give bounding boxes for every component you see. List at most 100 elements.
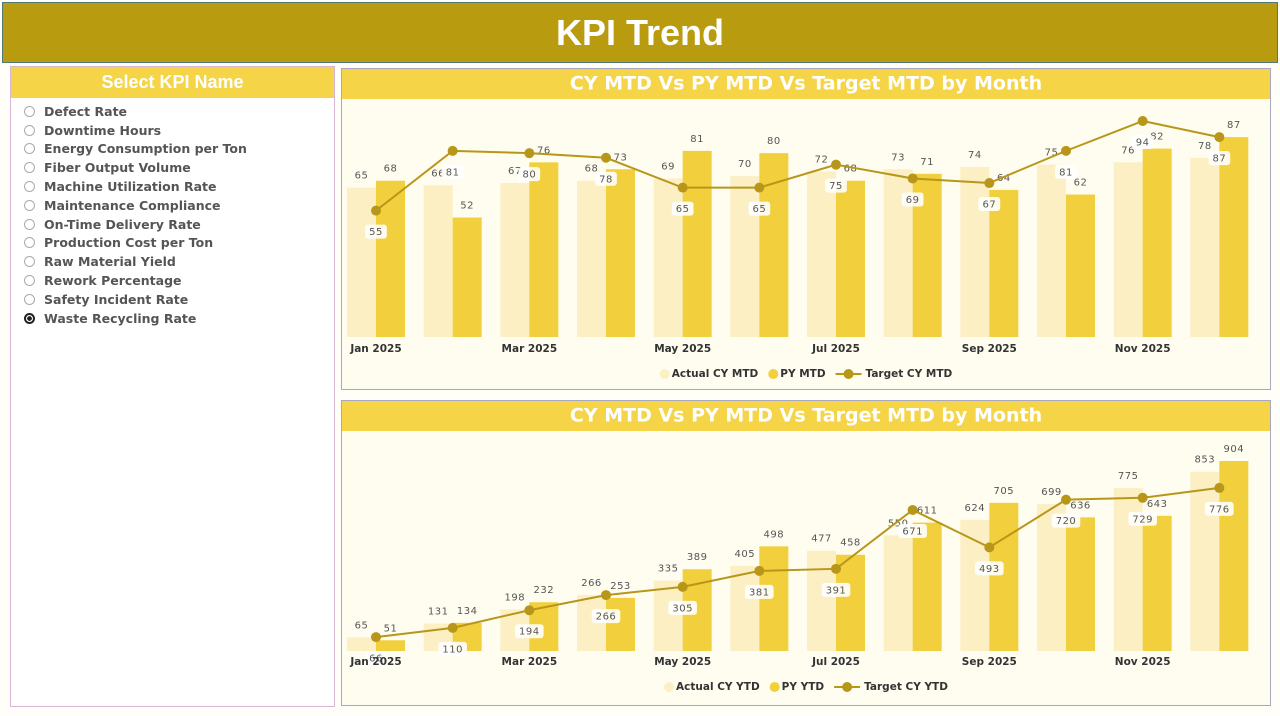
- x-tick-label: Sep 2025: [962, 343, 1017, 355]
- bar: [376, 180, 405, 337]
- bar: [1037, 504, 1066, 651]
- data-label: 729: [1132, 514, 1153, 525]
- slicer-option[interactable]: On-Time Delivery Rate: [11, 215, 334, 234]
- data-label-bg: [1055, 164, 1077, 179]
- legend-marker: [768, 369, 779, 379]
- data-label: 699: [1041, 487, 1062, 498]
- slicer-title: Select KPI Name: [11, 67, 334, 98]
- x-tick-label: Jan 2025: [349, 656, 401, 668]
- radio-button[interactable]: [24, 143, 35, 155]
- slicer-option[interactable]: Safety Incident Rate: [11, 290, 334, 309]
- bar: [1219, 461, 1249, 651]
- data-label: 131: [428, 606, 449, 617]
- x-tick-label: Jul 2025: [811, 656, 860, 668]
- data-label-bg: [518, 167, 541, 182]
- slicer-option[interactable]: Rework Percentage: [11, 271, 334, 290]
- x-tick-label: Mar 2025: [502, 343, 558, 355]
- data-label: 51: [384, 623, 398, 634]
- chart-title-bar: [342, 401, 1270, 431]
- radio-button[interactable]: [24, 275, 35, 287]
- legend-marker: [842, 682, 853, 692]
- radio-button[interactable]: [24, 218, 35, 230]
- slicer-option[interactable]: Machine Utilization Rate: [11, 177, 334, 196]
- data-label: 498: [764, 529, 785, 540]
- data-label: 458: [840, 538, 861, 549]
- data-label: 67: [982, 200, 996, 211]
- data-label: 611: [917, 506, 938, 517]
- data-label: 66: [431, 168, 445, 179]
- data-label: 720: [1056, 516, 1077, 527]
- data-label: 643: [1147, 499, 1168, 510]
- data-label-bg: [365, 651, 387, 666]
- slicer-option[interactable]: Waste Recycling Rate: [11, 309, 334, 328]
- target-point: [677, 182, 688, 193]
- slicer-option[interactable]: Fiber Output Volume: [11, 158, 334, 177]
- data-label: 253: [610, 581, 631, 592]
- bar: [1190, 471, 1220, 651]
- slicer-option[interactable]: Maintenance Compliance: [11, 196, 334, 215]
- target-point: [984, 178, 995, 189]
- data-label-bg: [1051, 513, 1081, 528]
- chart-title: CY MTD Vs PY MTD Vs Target MTD by Month: [570, 405, 1042, 427]
- data-label-bg: [898, 523, 927, 538]
- data-label: 391: [826, 585, 847, 596]
- slicer-options: Defect Rate Downtime Hours Energy Consumpt…: [11, 98, 334, 328]
- target-point: [1061, 145, 1071, 156]
- data-label-bg: [901, 192, 924, 207]
- bar: [1142, 515, 1172, 651]
- bar: [883, 535, 913, 651]
- target-point: [754, 182, 765, 193]
- bar: [912, 522, 942, 651]
- legend-marker: [659, 369, 670, 379]
- bar: [1113, 162, 1143, 337]
- target-point: [371, 632, 381, 643]
- slicer-option[interactable]: Raw Material Yield: [11, 252, 334, 271]
- data-label-bg: [671, 201, 694, 216]
- target-point: [1214, 132, 1225, 143]
- option-label: Maintenance Compliance: [44, 197, 221, 213]
- bar: [807, 171, 836, 337]
- data-label: 198: [505, 592, 526, 603]
- bar: [989, 189, 1019, 337]
- header-title: KPI Trend: [2, 2, 1278, 63]
- radio-button[interactable]: [24, 124, 35, 136]
- radio-button[interactable]: [24, 293, 35, 305]
- data-label: 65: [676, 204, 690, 215]
- radio-button[interactable]: [24, 162, 35, 174]
- radio-button[interactable]: [24, 181, 35, 193]
- data-label: 69: [906, 195, 920, 206]
- x-tick-label: Jul 2025: [811, 343, 860, 355]
- radio-button[interactable]: [24, 237, 35, 249]
- radio-button[interactable]: [24, 199, 35, 211]
- x-tick-label: Nov 2025: [1115, 343, 1171, 355]
- data-label: 65: [355, 620, 369, 631]
- radio-button[interactable]: [24, 312, 35, 324]
- data-label: 405: [735, 549, 756, 560]
- data-label: 493: [979, 564, 1000, 575]
- bar: [1142, 148, 1172, 337]
- data-label-bg: [1128, 511, 1157, 526]
- legend-label: PY YTD: [782, 681, 825, 693]
- radio-button[interactable]: [24, 256, 35, 268]
- radio-button[interactable]: [24, 105, 35, 117]
- data-label: 66: [369, 654, 383, 665]
- data-label-bg: [825, 178, 847, 193]
- data-label: 75: [829, 181, 843, 192]
- option-label: Fiber Output Volume: [44, 160, 191, 176]
- data-label: 776: [1209, 504, 1230, 515]
- data-label-bg: [975, 561, 1004, 576]
- data-label-bg: [591, 609, 621, 624]
- option-label: Downtime Hours: [44, 122, 162, 138]
- data-label: 232: [534, 585, 555, 596]
- bar: [730, 176, 760, 337]
- x-tick-label: May 2025: [654, 343, 711, 355]
- data-label: 69: [661, 161, 675, 172]
- slicer-option[interactable]: Production Cost per Ton: [11, 234, 334, 253]
- slicer-option[interactable]: Energy Consumption per Ton: [11, 140, 334, 159]
- data-label: 266: [596, 612, 617, 623]
- slicer-option[interactable]: Defect Rate: [11, 102, 334, 121]
- bar: [836, 554, 865, 651]
- bar: [529, 162, 559, 337]
- slicer-option[interactable]: Downtime Hours: [11, 121, 334, 140]
- legend-label: Target CY YTD: [864, 681, 948, 693]
